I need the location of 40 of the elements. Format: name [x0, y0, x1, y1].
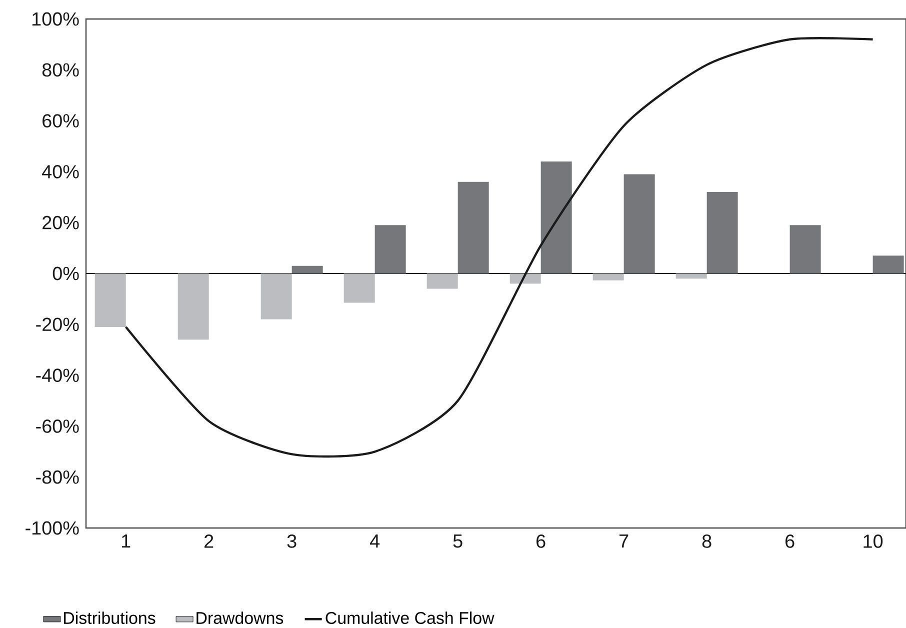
legend-label: Distributions [64, 612, 156, 624]
bar [458, 182, 489, 274]
x-tick-label: 2 [204, 534, 214, 548]
bar [260, 273, 292, 320]
bar [706, 192, 738, 274]
x-tick-label: 1 [122, 534, 130, 548]
y-tick-label: 0% [52, 266, 79, 280]
bar [540, 162, 572, 274]
y-tick-label: 100% [32, 12, 79, 26]
bar [344, 273, 375, 303]
y-tick-label: -20% [36, 318, 79, 332]
bar [94, 273, 126, 327]
bar [790, 225, 821, 274]
x-tick-label: 3 [287, 534, 296, 548]
x-tick-label: 4 [370, 534, 380, 548]
y-tick-label: -100% [26, 521, 79, 535]
bar [292, 266, 323, 274]
legend-label: Drawdowns [196, 612, 284, 624]
bar [676, 273, 707, 279]
x-tick-label: 7 [620, 534, 628, 548]
bar [872, 256, 904, 274]
y-tick-label: -60% [36, 419, 79, 433]
x-tick-label: 5 [453, 534, 462, 548]
x-tick-label: 8 [702, 534, 712, 548]
x-tick-label: 6 [536, 534, 546, 548]
legend-label: Cumulative Cash Flow [326, 612, 494, 624]
y-tick-label: 40% [42, 164, 79, 178]
y-tick-label: 80% [42, 63, 79, 77]
bar [178, 273, 209, 340]
bar [426, 273, 458, 289]
y-tick-label: 60% [42, 114, 79, 128]
bar [374, 225, 406, 274]
x-tick-label: 6 [786, 534, 794, 548]
y-tick-label: -80% [36, 470, 79, 484]
y-tick-label: -40% [36, 368, 79, 382]
bar [592, 273, 624, 280]
bar [510, 273, 541, 284]
bar [624, 174, 655, 274]
y-tick-label: 20% [42, 216, 79, 230]
x-tick-label: 10 [864, 534, 883, 548]
